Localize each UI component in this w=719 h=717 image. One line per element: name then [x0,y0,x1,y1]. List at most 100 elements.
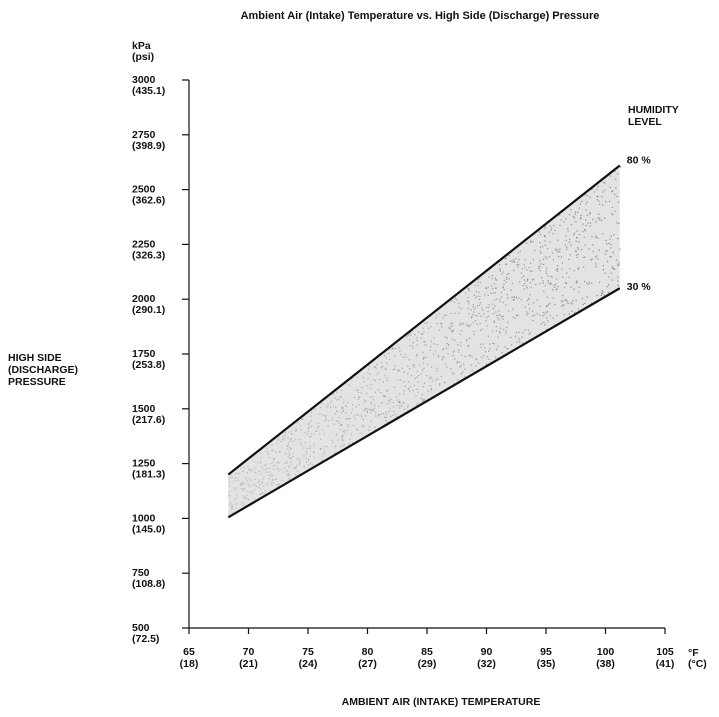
band-stipple-dot [499,298,501,300]
band-stipple-dot [518,297,520,299]
band-stipple-dot [449,326,452,328]
band-stipple-dot [436,367,438,369]
x-tick-label-c: (41) [656,658,675,670]
band-stipple-dot [524,306,526,308]
band-stipple-dot [485,287,487,289]
band-stipple-dot [596,189,598,191]
band-stipple-dot [464,368,466,370]
band-stipple-dot [554,286,556,288]
band-stipple-dot [290,438,292,441]
band-stipple-dot [349,417,351,420]
band-stipple-dot [555,269,558,271]
band-stipple-dot [528,303,530,305]
band-stipple-dot [343,443,345,446]
band-stipple-dot [440,375,442,377]
band-stipple-dot [408,333,410,335]
band-stipple-dot [271,482,273,484]
band-stipple-dot [506,273,508,275]
band-stipple-dot [323,453,325,455]
band-stipple-dot [562,300,564,303]
band-stipple-dot [527,329,530,331]
band-stipple-dot [604,272,606,274]
band-stipple-dot [440,323,443,325]
band-stipple-dot [480,356,483,358]
band-stipple-dot [598,213,600,215]
band-stipple-dot [361,386,363,388]
band-stipple-dot [562,304,564,306]
band-stipple-dot [290,457,292,459]
band-stipple-dot [541,246,544,248]
band-stipple-dot [366,385,368,387]
band-stipple-dot [323,451,326,453]
band-stipple-dot [601,293,603,295]
band-stipple-dot [592,218,594,221]
band-stipple-dot [561,262,564,264]
band-stipple-dot [271,475,274,477]
band-stipple-dot [545,311,547,313]
band-stipple-dot [586,201,588,203]
band-stipple-dot [573,232,575,234]
band-stipple-dot [609,238,611,240]
band-stipple-dot [570,286,572,288]
band-stipple-dot [378,371,380,374]
band-stipple-dot [284,434,287,437]
band-stipple-dot [373,379,375,381]
band-stipple-dot [298,460,301,462]
band-stipple-dot [387,403,389,405]
band-stipple-dot [499,269,501,271]
humidity-line-30 [227,287,621,519]
band-stipple-dot [489,343,491,345]
band-stipple-dot [478,298,481,301]
band-stipple-dot [619,248,621,250]
band-stipple-dot [484,347,486,349]
band-stipple-dot [362,418,364,421]
band-stipple-dot [292,433,294,435]
band-stipple-dot [553,225,555,227]
band-stipple-dot [231,505,233,508]
band-stipple-dot [466,325,468,327]
band-stipple-dot [503,289,505,291]
band-stipple-dot [556,315,558,317]
band-stipple-dot [386,377,388,379]
band-stipple-dot [438,356,440,358]
band-stipple-dot [547,282,550,284]
band-stipple-dot [423,382,426,384]
band-stipple-dot [482,354,485,357]
band-stipple-dot [433,353,435,355]
band-stipple-dot [405,356,407,358]
band-stipple-dot [509,260,512,262]
band-stipple-dot [576,256,578,258]
band-stipple-dot [552,233,554,235]
band-stipple-dot [492,288,494,290]
band-stipple-dot [237,477,239,479]
band-stipple-dot [520,272,522,274]
band-stipple-dot [416,388,418,390]
band-stipple-dot [550,275,552,277]
band-stipple-dot [314,408,316,411]
band-stipple-dot [617,280,619,282]
band-stipple-dot [450,312,452,314]
band-stipple-dot [242,482,244,484]
band-stipple-dot [450,330,452,332]
band-stipple-dot [340,412,342,414]
band-stipple-dot [554,283,557,286]
band-stipple-dot [568,241,571,244]
band-stipple-dot [277,485,279,488]
band-stipple-dot [611,266,613,268]
band-stipple-dot [548,231,550,233]
band-stipple-dot [278,469,280,471]
band-stipple-dot [261,466,263,468]
band-stipple-dot [228,485,230,488]
band-stipple-dot [587,283,590,285]
band-stipple-dot [240,484,242,486]
band-stipple-dot [424,322,426,324]
band-stipple-dot [472,304,474,306]
band-stipple-dot [524,329,526,331]
band-stipple-dot [382,412,385,415]
band-stipple-dot [467,287,469,289]
band-stipple-dot [237,473,239,475]
band-stipple-dot [576,282,578,284]
band-stipple-dot [248,469,250,471]
x-tick-label-c: (24) [299,658,318,670]
band-stipple-dot [532,278,535,280]
